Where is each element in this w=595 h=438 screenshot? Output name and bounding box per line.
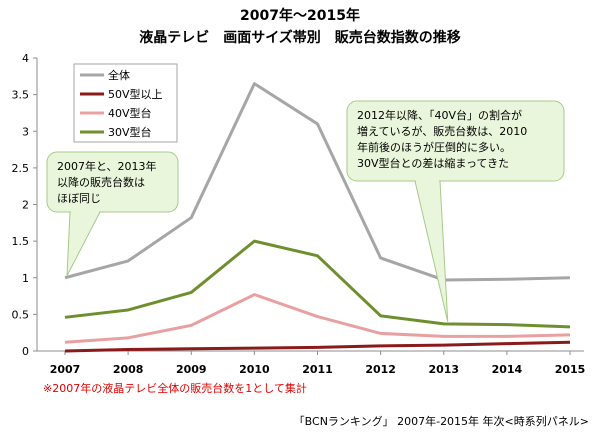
x-tick-label: 2008 bbox=[113, 363, 144, 376]
y-tick-label: 1 bbox=[22, 272, 29, 285]
chart-subtitle: 液晶テレビ 画面サイズ帯別 販売台数指数の推移 bbox=[139, 29, 461, 46]
callout-line: 以降の販売台数は bbox=[57, 175, 145, 189]
series-line-1 bbox=[64, 340, 571, 353]
y-tick-label: 3.5 bbox=[12, 89, 30, 102]
x-tick-label: 2014 bbox=[492, 363, 523, 376]
series-line-0 bbox=[64, 82, 571, 282]
series-line-3 bbox=[64, 239, 571, 329]
x-tick-label: 2013 bbox=[428, 363, 459, 376]
series-line-2 bbox=[64, 293, 571, 344]
x-tick-label: 2015 bbox=[555, 363, 586, 376]
callout-line: 30V型台との差は縮まってきた bbox=[357, 156, 509, 170]
legend-box bbox=[73, 63, 178, 143]
callout-line: ほぼ同じ bbox=[57, 192, 101, 205]
series-group bbox=[64, 82, 571, 353]
x-tick-label: 2009 bbox=[176, 363, 207, 376]
callout-pointer bbox=[66, 211, 101, 276]
x-tick-label: 2012 bbox=[365, 363, 396, 376]
source-credit: 「BCNランキング」 2007年-2015年 年次<時系列パネル> bbox=[293, 415, 589, 428]
y-tick-label: 2 bbox=[22, 199, 29, 212]
callout-box bbox=[46, 151, 179, 213]
legend-label: 30V型台 bbox=[108, 125, 152, 139]
callout-line: 2012年以降、「40V台」の割合が bbox=[357, 108, 522, 122]
legend: 全体 50V型以上 40V型台 30V型台 bbox=[73, 63, 178, 143]
y-tick-label: 4 bbox=[22, 52, 29, 65]
callout-line: 2007年と、2013年 bbox=[57, 159, 157, 173]
legend-label: 40V型台 bbox=[108, 106, 152, 120]
callout-box bbox=[346, 100, 565, 182]
footnote: ※2007年の液晶テレビ全体の販売台数を1として集計 bbox=[43, 382, 307, 395]
x-tick-label: 2007 bbox=[50, 363, 81, 376]
callout-line: 増えているが、販売台数は、2010 bbox=[357, 124, 527, 138]
legend-label: 全体 bbox=[108, 68, 130, 82]
y-tick-label: 0.5 bbox=[12, 308, 30, 321]
axes: 0 0.5 1 1.5 2 2.5 3 3.5 4 2007 2008 2009 2010 2011 201… bbox=[12, 52, 586, 376]
y-tick-label: 2.5 bbox=[12, 162, 30, 175]
x-tick-label: 2010 bbox=[239, 363, 270, 376]
callout-pointer bbox=[414, 180, 449, 322]
y-tick-label: 1.5 bbox=[12, 235, 30, 248]
y-tick-label: 0 bbox=[22, 345, 29, 358]
x-tick-label: 2011 bbox=[302, 363, 333, 376]
chart-title: 2007年～2015年 bbox=[240, 7, 360, 24]
legend-label: 50V型以上 bbox=[108, 87, 163, 101]
y-tick-label: 3 bbox=[22, 125, 29, 138]
callout-line: 年前後のほうが圧倒的に多い。 bbox=[357, 140, 511, 154]
